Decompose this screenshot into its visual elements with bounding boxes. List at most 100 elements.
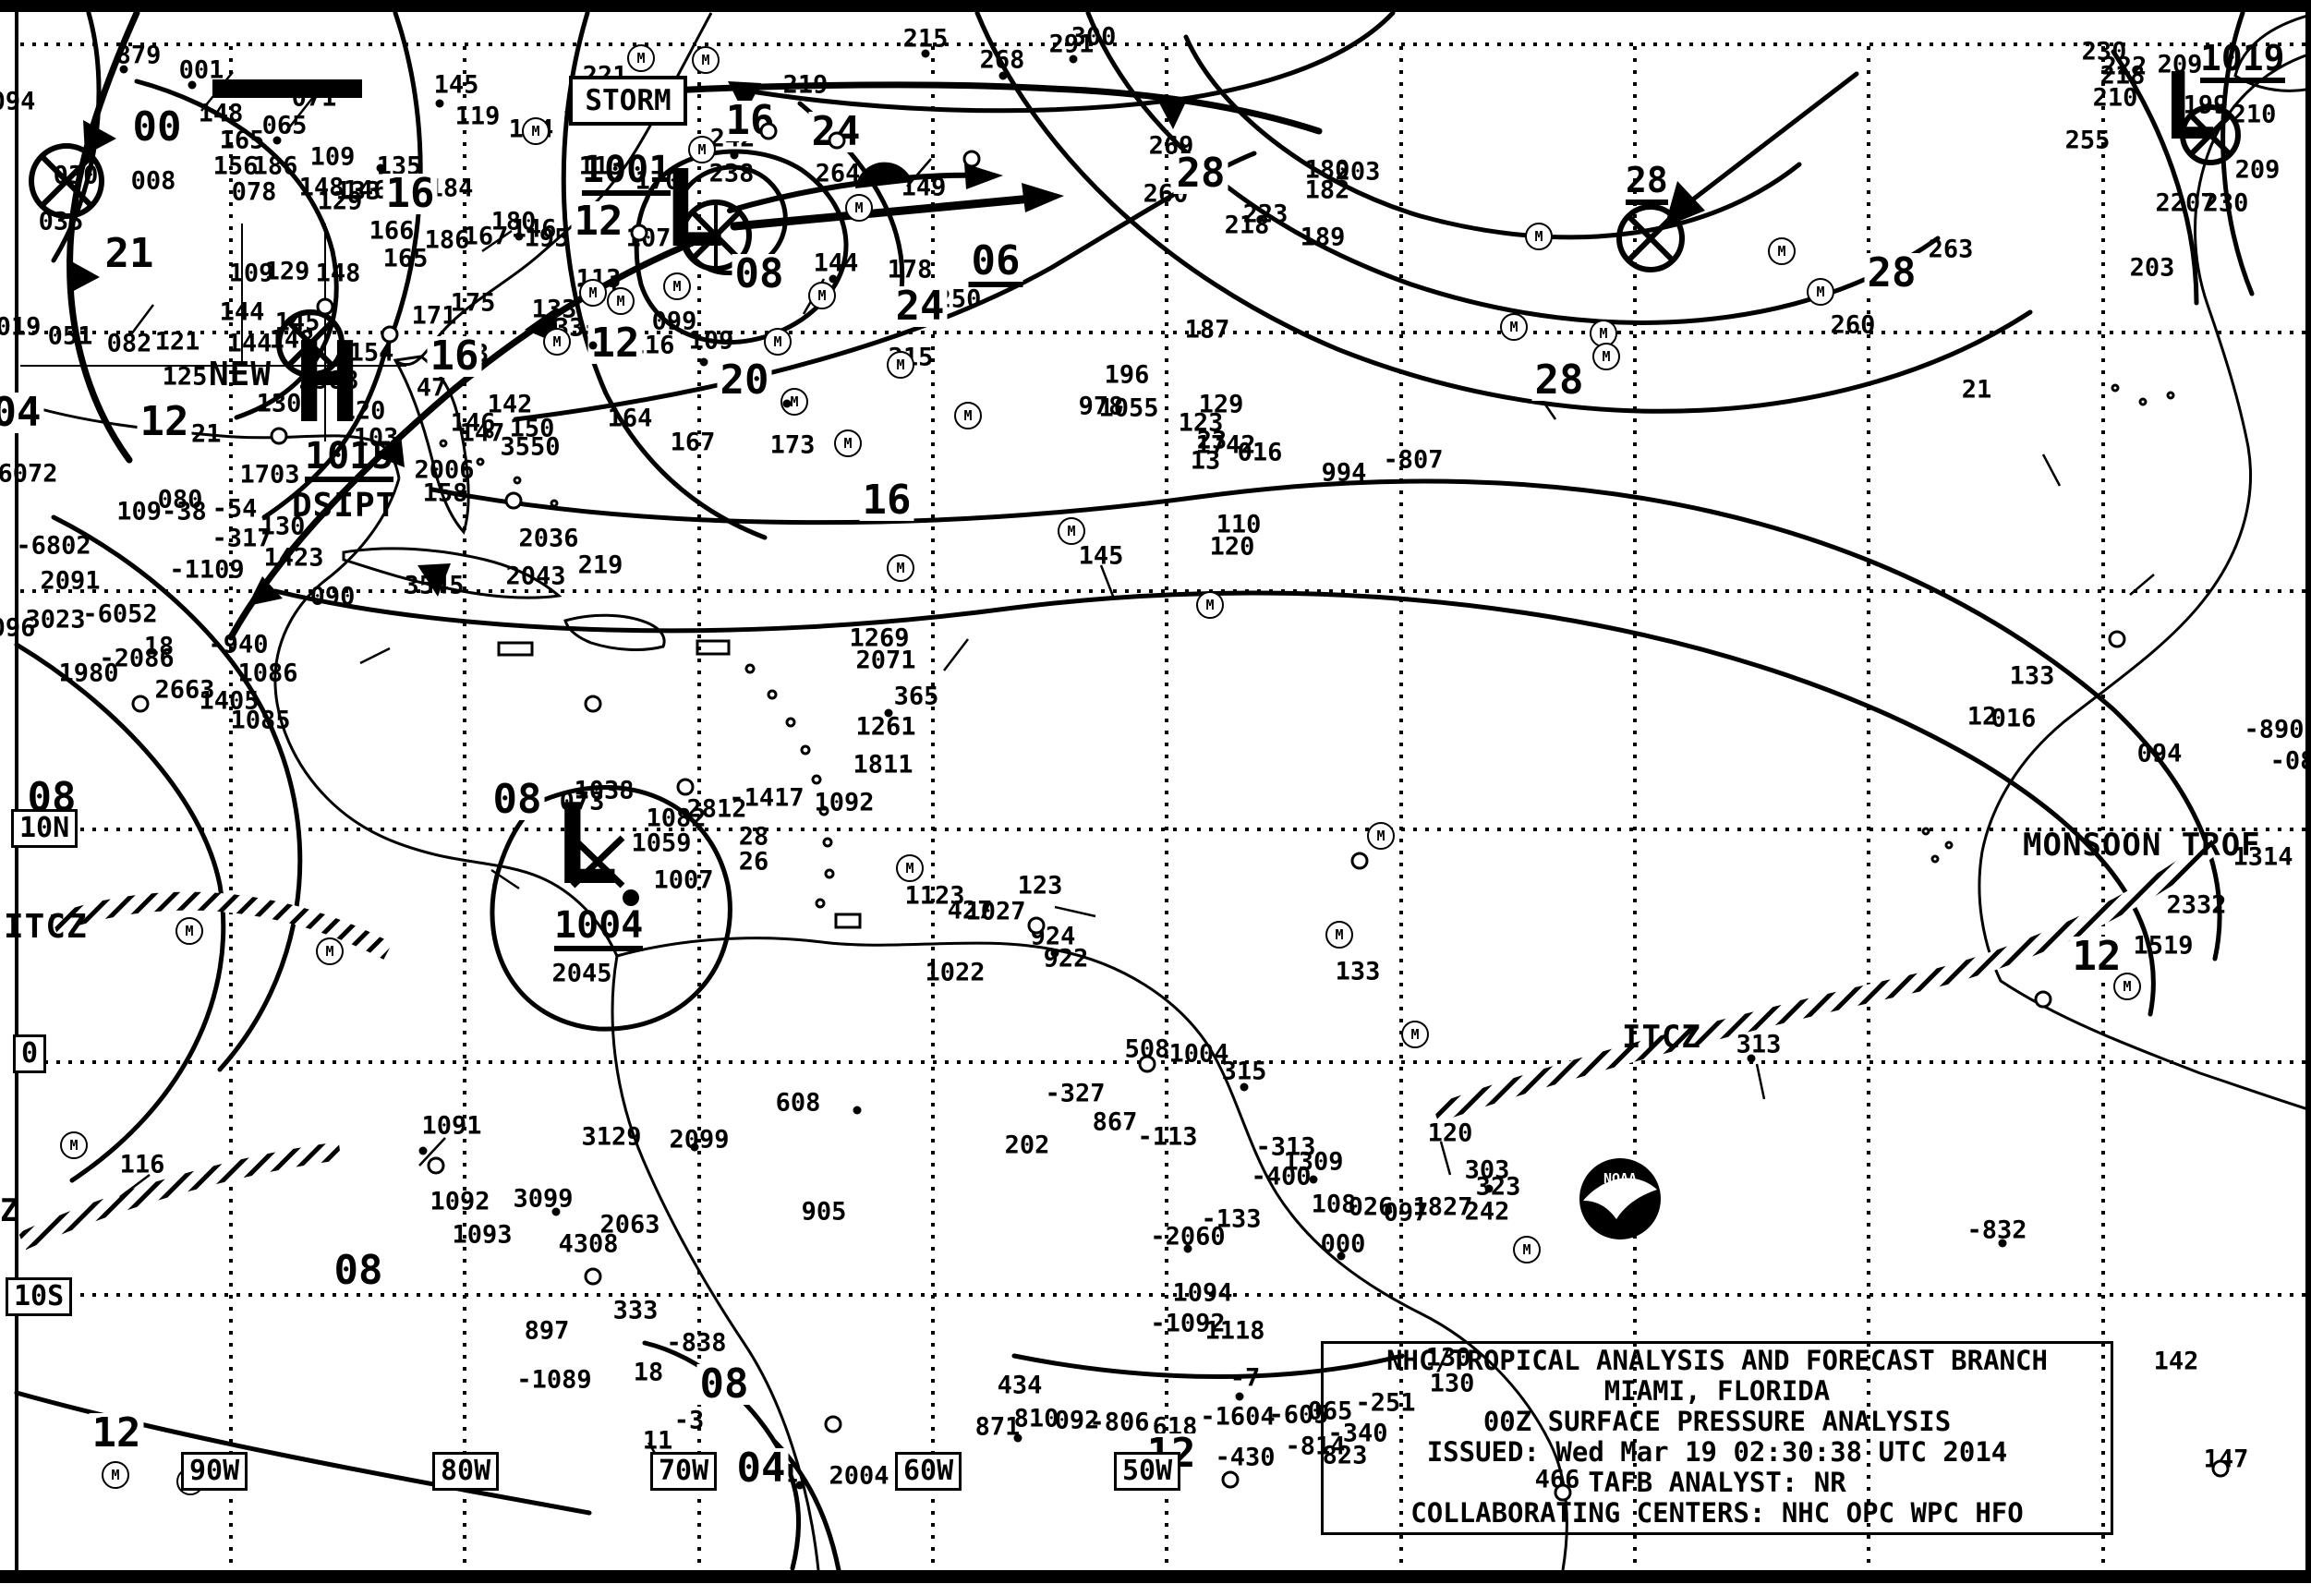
low-center-east: L	[2161, 53, 2218, 161]
station-value: 1980	[58, 659, 119, 688]
station-value: -806	[1089, 1408, 1150, 1437]
station-value: 133	[1335, 957, 1381, 986]
station-value: 108	[1311, 1190, 1357, 1219]
station-circle-icon	[1138, 1055, 1156, 1073]
station-dot-icon	[1069, 54, 1078, 64]
isobar-label: 28	[1173, 153, 1228, 194]
station-value: -113	[1137, 1122, 1198, 1152]
station-value: -08	[2269, 746, 2311, 776]
station-value: 1742	[1195, 430, 1256, 460]
station-value: 092	[1054, 1406, 1100, 1435]
station-value: 008	[130, 166, 176, 196]
ship-observation-icon: M	[1196, 591, 1224, 619]
station-value: 094	[0, 87, 36, 116]
station-value: 164	[607, 404, 653, 433]
station-value: 158	[422, 478, 468, 508]
ship-observation-icon: M	[1367, 822, 1395, 850]
station-value: 144	[219, 297, 265, 327]
isobar-label: 16	[427, 336, 482, 377]
ship-observation-icon: M	[834, 429, 862, 457]
ship-observation-icon: M	[2113, 973, 2141, 1000]
station-value: 097	[1383, 1198, 1429, 1227]
station-value: 867	[1092, 1107, 1138, 1137]
station-value: 186	[252, 151, 298, 181]
isobar-label: 06	[968, 241, 1023, 287]
station-value: 016	[1990, 704, 2037, 733]
ship-observation-icon: M	[1500, 313, 1528, 341]
ship-observation-icon: M	[887, 554, 914, 582]
station-value: 2812	[686, 794, 747, 824]
station-value: 897	[524, 1316, 570, 1346]
station-value: 2207	[2155, 188, 2216, 218]
station-value: 178	[887, 255, 933, 284]
ship-observation-icon: M	[896, 854, 924, 882]
isobar-label: 12	[571, 201, 626, 242]
latitude-label: 10S	[6, 1277, 73, 1316]
station-value: 129	[264, 257, 310, 286]
station-value: 078	[231, 177, 277, 207]
latitude-label: 10N	[11, 809, 79, 848]
station-value: 1059	[631, 828, 692, 858]
station-value: 994	[1321, 458, 1367, 488]
station-dot-icon	[1240, 1082, 1249, 1092]
station-value: 094	[2136, 739, 2183, 768]
station-value: -133	[1201, 1204, 1262, 1234]
station-circle-icon	[2108, 630, 2126, 648]
station-dot-icon	[551, 1207, 561, 1216]
station-value: 2036	[518, 524, 579, 553]
station-value: -1089	[516, 1365, 592, 1395]
station-value: 203	[2129, 253, 2175, 283]
station-value: 21	[1961, 375, 1992, 405]
station-value: 148	[315, 259, 361, 288]
station-value: 145	[1078, 541, 1124, 571]
station-value: 1118	[1204, 1316, 1265, 1346]
station-value: 148	[198, 99, 244, 128]
isobar-label: 00	[129, 107, 185, 148]
station-dot-icon	[1747, 1054, 1756, 1063]
station-value: 2332	[2166, 890, 2227, 920]
isobar-label: 04	[733, 1448, 789, 1489]
station-value: 065	[1307, 1396, 1353, 1426]
isobar-label: 24	[808, 112, 864, 152]
ship-observation-icon: M	[522, 117, 550, 145]
station-value: 148	[298, 173, 345, 202]
station-value: 142	[487, 390, 533, 419]
station-value: 222	[2101, 52, 2148, 81]
station-value: 608	[775, 1088, 821, 1118]
station-value: 18	[633, 1358, 664, 1387]
station-value: 145	[274, 308, 321, 337]
station-value: 109	[228, 259, 274, 288]
station-value: 209	[2157, 50, 2203, 79]
station-value: 230	[2203, 188, 2249, 218]
station-value: 1094	[1172, 1278, 1233, 1308]
station-value: 187	[1184, 315, 1230, 345]
station-dot-icon	[1235, 1392, 1244, 1401]
station-value: 434	[997, 1371, 1043, 1400]
station-value: 180	[490, 207, 537, 236]
station-value: 123	[1178, 408, 1224, 438]
station-value: 1123	[904, 881, 965, 911]
station-value: 166	[369, 216, 415, 246]
isobar-label: 12	[2069, 937, 2124, 977]
station-value: 1092	[814, 788, 875, 817]
station-value: 142	[2153, 1347, 2199, 1376]
longitude-label: 90W	[181, 1452, 248, 1491]
station-value: 082	[106, 329, 152, 358]
isobar-label: 28	[1864, 253, 1919, 294]
station-value: 120	[340, 396, 386, 426]
station-value: 195	[524, 224, 570, 253]
ship-observation-icon: M	[579, 279, 607, 307]
station-circle-icon	[1350, 852, 1369, 870]
station-value: 110	[1216, 510, 1262, 539]
station-value: 130	[256, 389, 302, 418]
station-circle-icon	[504, 491, 523, 510]
station-value: 170	[635, 166, 681, 196]
longitude-label: 60W	[895, 1452, 962, 1491]
station-value: 2091	[40, 566, 101, 596]
station-value: -3	[673, 1406, 705, 1435]
station-value: 2043	[505, 562, 566, 591]
station-dot-icon	[690, 1143, 699, 1152]
station-value: 186	[424, 225, 470, 255]
station-value: 019	[0, 312, 42, 342]
